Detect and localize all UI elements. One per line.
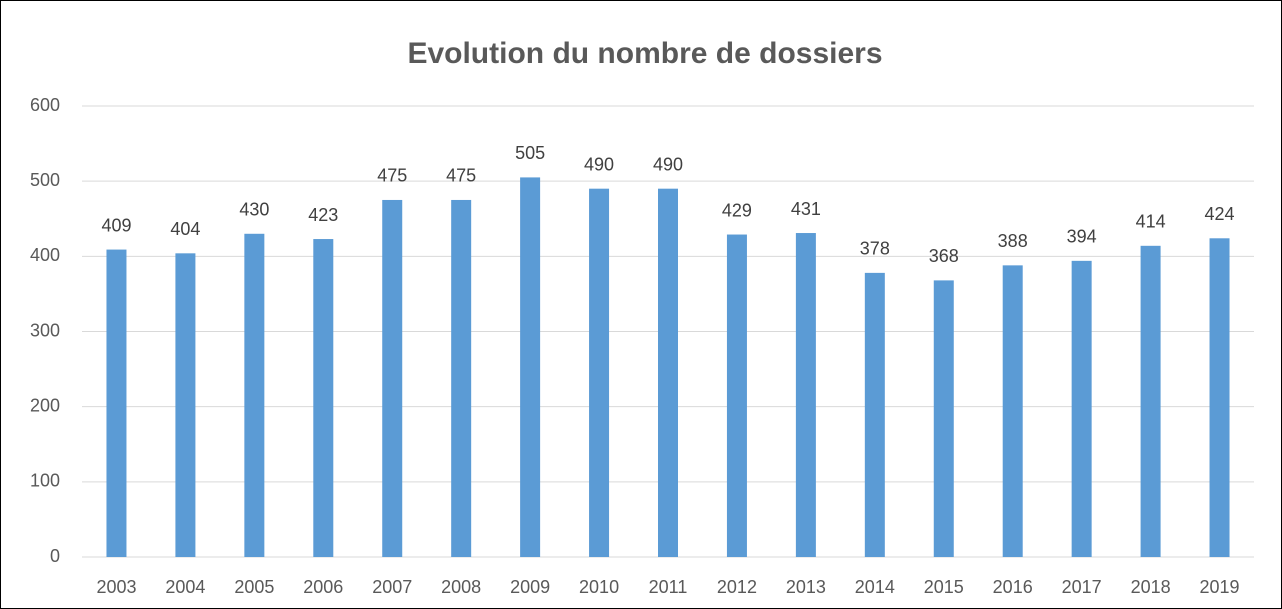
x-tick-label: 2012 [717,577,757,597]
x-tick-label: 2008 [441,577,481,597]
data-label: 431 [791,199,821,219]
y-tick-label: 0 [50,546,60,566]
y-tick-label: 600 [30,95,60,115]
x-tick-label: 2019 [1200,577,1240,597]
data-label: 475 [377,166,407,186]
x-tick-label: 2004 [165,577,205,597]
x-tick-label: 2018 [1131,577,1171,597]
x-tick-label: 2011 [649,577,688,597]
bar [795,233,816,557]
data-label: 404 [170,219,200,239]
x-tick-label: 2016 [993,577,1033,597]
bar [726,234,747,557]
y-tick-label: 300 [30,320,60,340]
bar [933,280,954,557]
bar [658,188,678,557]
data-label: 423 [308,205,338,225]
bar [106,249,127,557]
y-tick-label: 200 [30,395,60,415]
x-tick-label: 2010 [579,577,619,597]
x-tick-label: 2003 [96,577,136,597]
bar [520,177,541,558]
bar [589,188,610,557]
y-tick-label: 400 [30,245,60,265]
data-label: 475 [446,166,476,186]
bar [1209,238,1230,557]
data-label: 505 [515,143,545,163]
data-label: 490 [584,154,614,174]
data-label: 490 [653,154,683,174]
data-label: 429 [722,200,752,220]
data-label: 424 [1205,204,1235,224]
x-tick-label: 2009 [510,577,550,597]
y-tick-label: 100 [30,471,60,491]
x-tick-label: 2005 [234,577,274,597]
bar [382,199,403,558]
x-tick-label: 2013 [786,577,826,597]
x-tick-label: 2017 [1062,577,1102,597]
x-tick-label: 2006 [303,577,343,597]
data-label: 368 [929,246,959,266]
bar [451,199,472,558]
data-label: 430 [239,200,269,220]
bar [1002,265,1023,557]
x-tick-label: 2014 [855,577,895,597]
bar [1140,245,1161,557]
data-label: 388 [998,231,1028,251]
bar [864,272,885,557]
data-label: 414 [1136,212,1166,232]
x-tick-label: 2015 [924,577,964,597]
data-label: 409 [101,215,131,235]
bar [244,233,265,558]
y-tick-label: 500 [30,170,60,190]
data-label: 378 [860,239,890,259]
bar [313,239,334,558]
chart-title: Evolution du nombre de dossiers [407,37,882,70]
bar [1071,260,1092,557]
data-label: 394 [1067,227,1097,247]
x-tick-label: 2007 [372,577,412,597]
bar [175,253,196,557]
